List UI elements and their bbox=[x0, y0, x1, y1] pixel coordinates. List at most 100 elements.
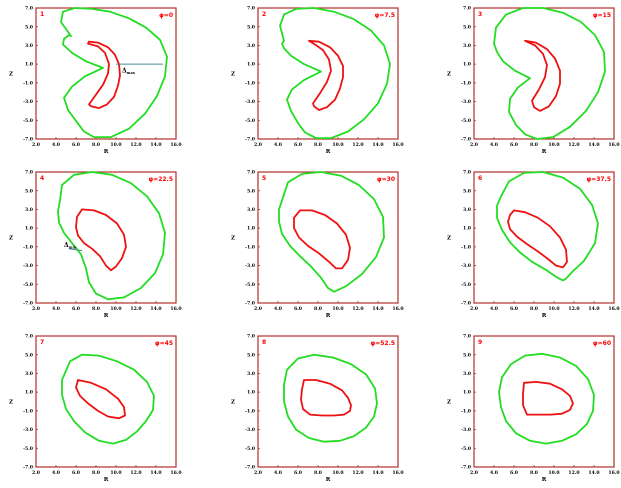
x-tick-label: 12.0 bbox=[568, 142, 579, 148]
y-axis-label: Z bbox=[231, 400, 235, 406]
y-tick-label: -3.0 bbox=[23, 427, 33, 433]
inner-contour-line bbox=[75, 208, 127, 272]
y-tick-label: -7.0 bbox=[461, 137, 471, 143]
outer-contour-line bbox=[57, 171, 166, 301]
x-tick-label: 16.0 bbox=[392, 306, 403, 312]
y-tick-label: 1.0 bbox=[463, 62, 471, 68]
plot-frame bbox=[35, 335, 177, 468]
x-tick-label: 12.0 bbox=[568, 470, 579, 476]
y-axis-label: Z bbox=[231, 72, 235, 78]
y-tick-label: -5.0 bbox=[461, 118, 471, 124]
y-tick-label: 7.0 bbox=[463, 170, 471, 176]
y-tick-label: -5.0 bbox=[245, 118, 255, 124]
outer-contour-line bbox=[61, 353, 155, 445]
y-tick-label: -5.0 bbox=[461, 446, 471, 452]
x-tick-label: 2.0 bbox=[32, 142, 40, 148]
annotation-label: Δmin bbox=[64, 242, 77, 250]
y-axis-label: Z bbox=[447, 236, 451, 242]
y-tick-label: -3.0 bbox=[461, 263, 471, 269]
y-tick-label: 3.0 bbox=[247, 43, 255, 49]
x-tick-label: 14.0 bbox=[150, 470, 161, 476]
x-tick-label: 14.0 bbox=[372, 142, 383, 148]
x-axis-label: R bbox=[104, 477, 109, 483]
phi-label: φ=15 bbox=[593, 12, 611, 19]
x-tick-label: 12.0 bbox=[352, 306, 363, 312]
inner-contour-line bbox=[293, 209, 351, 270]
x-tick-label: 10.0 bbox=[548, 306, 559, 312]
y-tick-label: 7.0 bbox=[247, 6, 255, 12]
x-tick-label: 16.0 bbox=[608, 306, 619, 312]
x-tick-label: 4.0 bbox=[52, 470, 60, 476]
x-tick-label: 4.0 bbox=[52, 306, 60, 312]
x-axis-label: R bbox=[542, 149, 547, 155]
panel-number: 9 bbox=[478, 339, 482, 346]
plot-frame bbox=[35, 7, 177, 140]
y-tick-label: -5.0 bbox=[23, 118, 33, 124]
x-tick-label: 6.0 bbox=[72, 306, 80, 312]
y-tick-label: 3.0 bbox=[25, 371, 33, 377]
outer-contour-line bbox=[498, 352, 595, 445]
y-tick-label: 5.0 bbox=[25, 188, 33, 194]
x-tick-label: 10.0 bbox=[548, 142, 559, 148]
y-tick-label: 1.0 bbox=[247, 390, 255, 396]
x-tick-label: 6.0 bbox=[72, 470, 80, 476]
x-tick-label: 6.0 bbox=[294, 306, 302, 312]
y-tick-label: 5.0 bbox=[25, 352, 33, 358]
x-tick-label: 16.0 bbox=[170, 470, 181, 476]
y-tick-label: 5.0 bbox=[25, 24, 33, 30]
x-axis-label: R bbox=[326, 477, 331, 483]
x-tick-label: 14.0 bbox=[372, 470, 383, 476]
y-tick-label: -7.0 bbox=[461, 465, 471, 471]
y-tick-label: 3.0 bbox=[463, 43, 471, 49]
x-tick-label: 6.0 bbox=[510, 142, 518, 148]
y-tick-label: -5.0 bbox=[245, 282, 255, 288]
x-tick-label: 14.0 bbox=[588, 306, 599, 312]
phi-label: φ=37.5 bbox=[586, 176, 611, 183]
y-tick-label: -3.0 bbox=[23, 99, 33, 105]
x-tick-label: 4.0 bbox=[274, 306, 282, 312]
plot-frame bbox=[257, 7, 399, 140]
phi-label: φ=30 bbox=[377, 176, 395, 183]
x-tick-label: 4.0 bbox=[490, 142, 498, 148]
y-tick-label: 3.0 bbox=[463, 371, 471, 377]
y-tick-label: 3.0 bbox=[463, 207, 471, 213]
y-axis-label: Z bbox=[447, 72, 451, 78]
y-tick-label: -5.0 bbox=[23, 282, 33, 288]
x-tick-label: 8.0 bbox=[92, 470, 100, 476]
x-tick-label: 8.0 bbox=[314, 142, 322, 148]
x-tick-label: 16.0 bbox=[170, 142, 181, 148]
inner-contour-line bbox=[87, 40, 121, 109]
outer-contour-line bbox=[279, 7, 391, 140]
inner-contour-line bbox=[308, 39, 344, 111]
annotation-line bbox=[68, 248, 83, 252]
panel-6: 2.0 4.0 6.0 8.0 10.0 12.0 14.0 16.0 -7.0 -5.0 -3.0… bbox=[447, 170, 620, 319]
y-tick-label: -7.0 bbox=[23, 465, 33, 471]
y-tick-label: 7.0 bbox=[25, 334, 33, 340]
y-tick-label: -1.0 bbox=[245, 80, 255, 86]
y-tick-label: -1.0 bbox=[461, 80, 471, 86]
x-tick-label: 2.0 bbox=[32, 470, 40, 476]
x-tick-label: 2.0 bbox=[470, 142, 478, 148]
inner-contour-line bbox=[75, 379, 126, 420]
outer-contour-line bbox=[60, 7, 168, 139]
x-axis-label: R bbox=[104, 313, 109, 319]
inner-contour-line bbox=[300, 379, 352, 417]
y-tick-label: 1.0 bbox=[463, 390, 471, 396]
x-tick-label: 10.0 bbox=[548, 470, 559, 476]
plot-frame bbox=[473, 7, 615, 140]
x-tick-label: 14.0 bbox=[150, 306, 161, 312]
y-tick-label: 1.0 bbox=[25, 390, 33, 396]
y-tick-label: -5.0 bbox=[461, 282, 471, 288]
x-tick-label: 8.0 bbox=[314, 470, 322, 476]
y-tick-label: -7.0 bbox=[245, 301, 255, 307]
x-tick-label: 14.0 bbox=[588, 470, 599, 476]
y-tick-label: 1.0 bbox=[25, 226, 33, 232]
y-tick-label: -3.0 bbox=[461, 427, 471, 433]
x-axis-label: R bbox=[542, 477, 547, 483]
x-tick-label: 10.0 bbox=[332, 142, 343, 148]
x-tick-label: 6.0 bbox=[510, 470, 518, 476]
x-tick-label: 2.0 bbox=[254, 306, 262, 312]
x-tick-label: 12.0 bbox=[130, 142, 141, 148]
x-tick-label: 16.0 bbox=[392, 142, 403, 148]
